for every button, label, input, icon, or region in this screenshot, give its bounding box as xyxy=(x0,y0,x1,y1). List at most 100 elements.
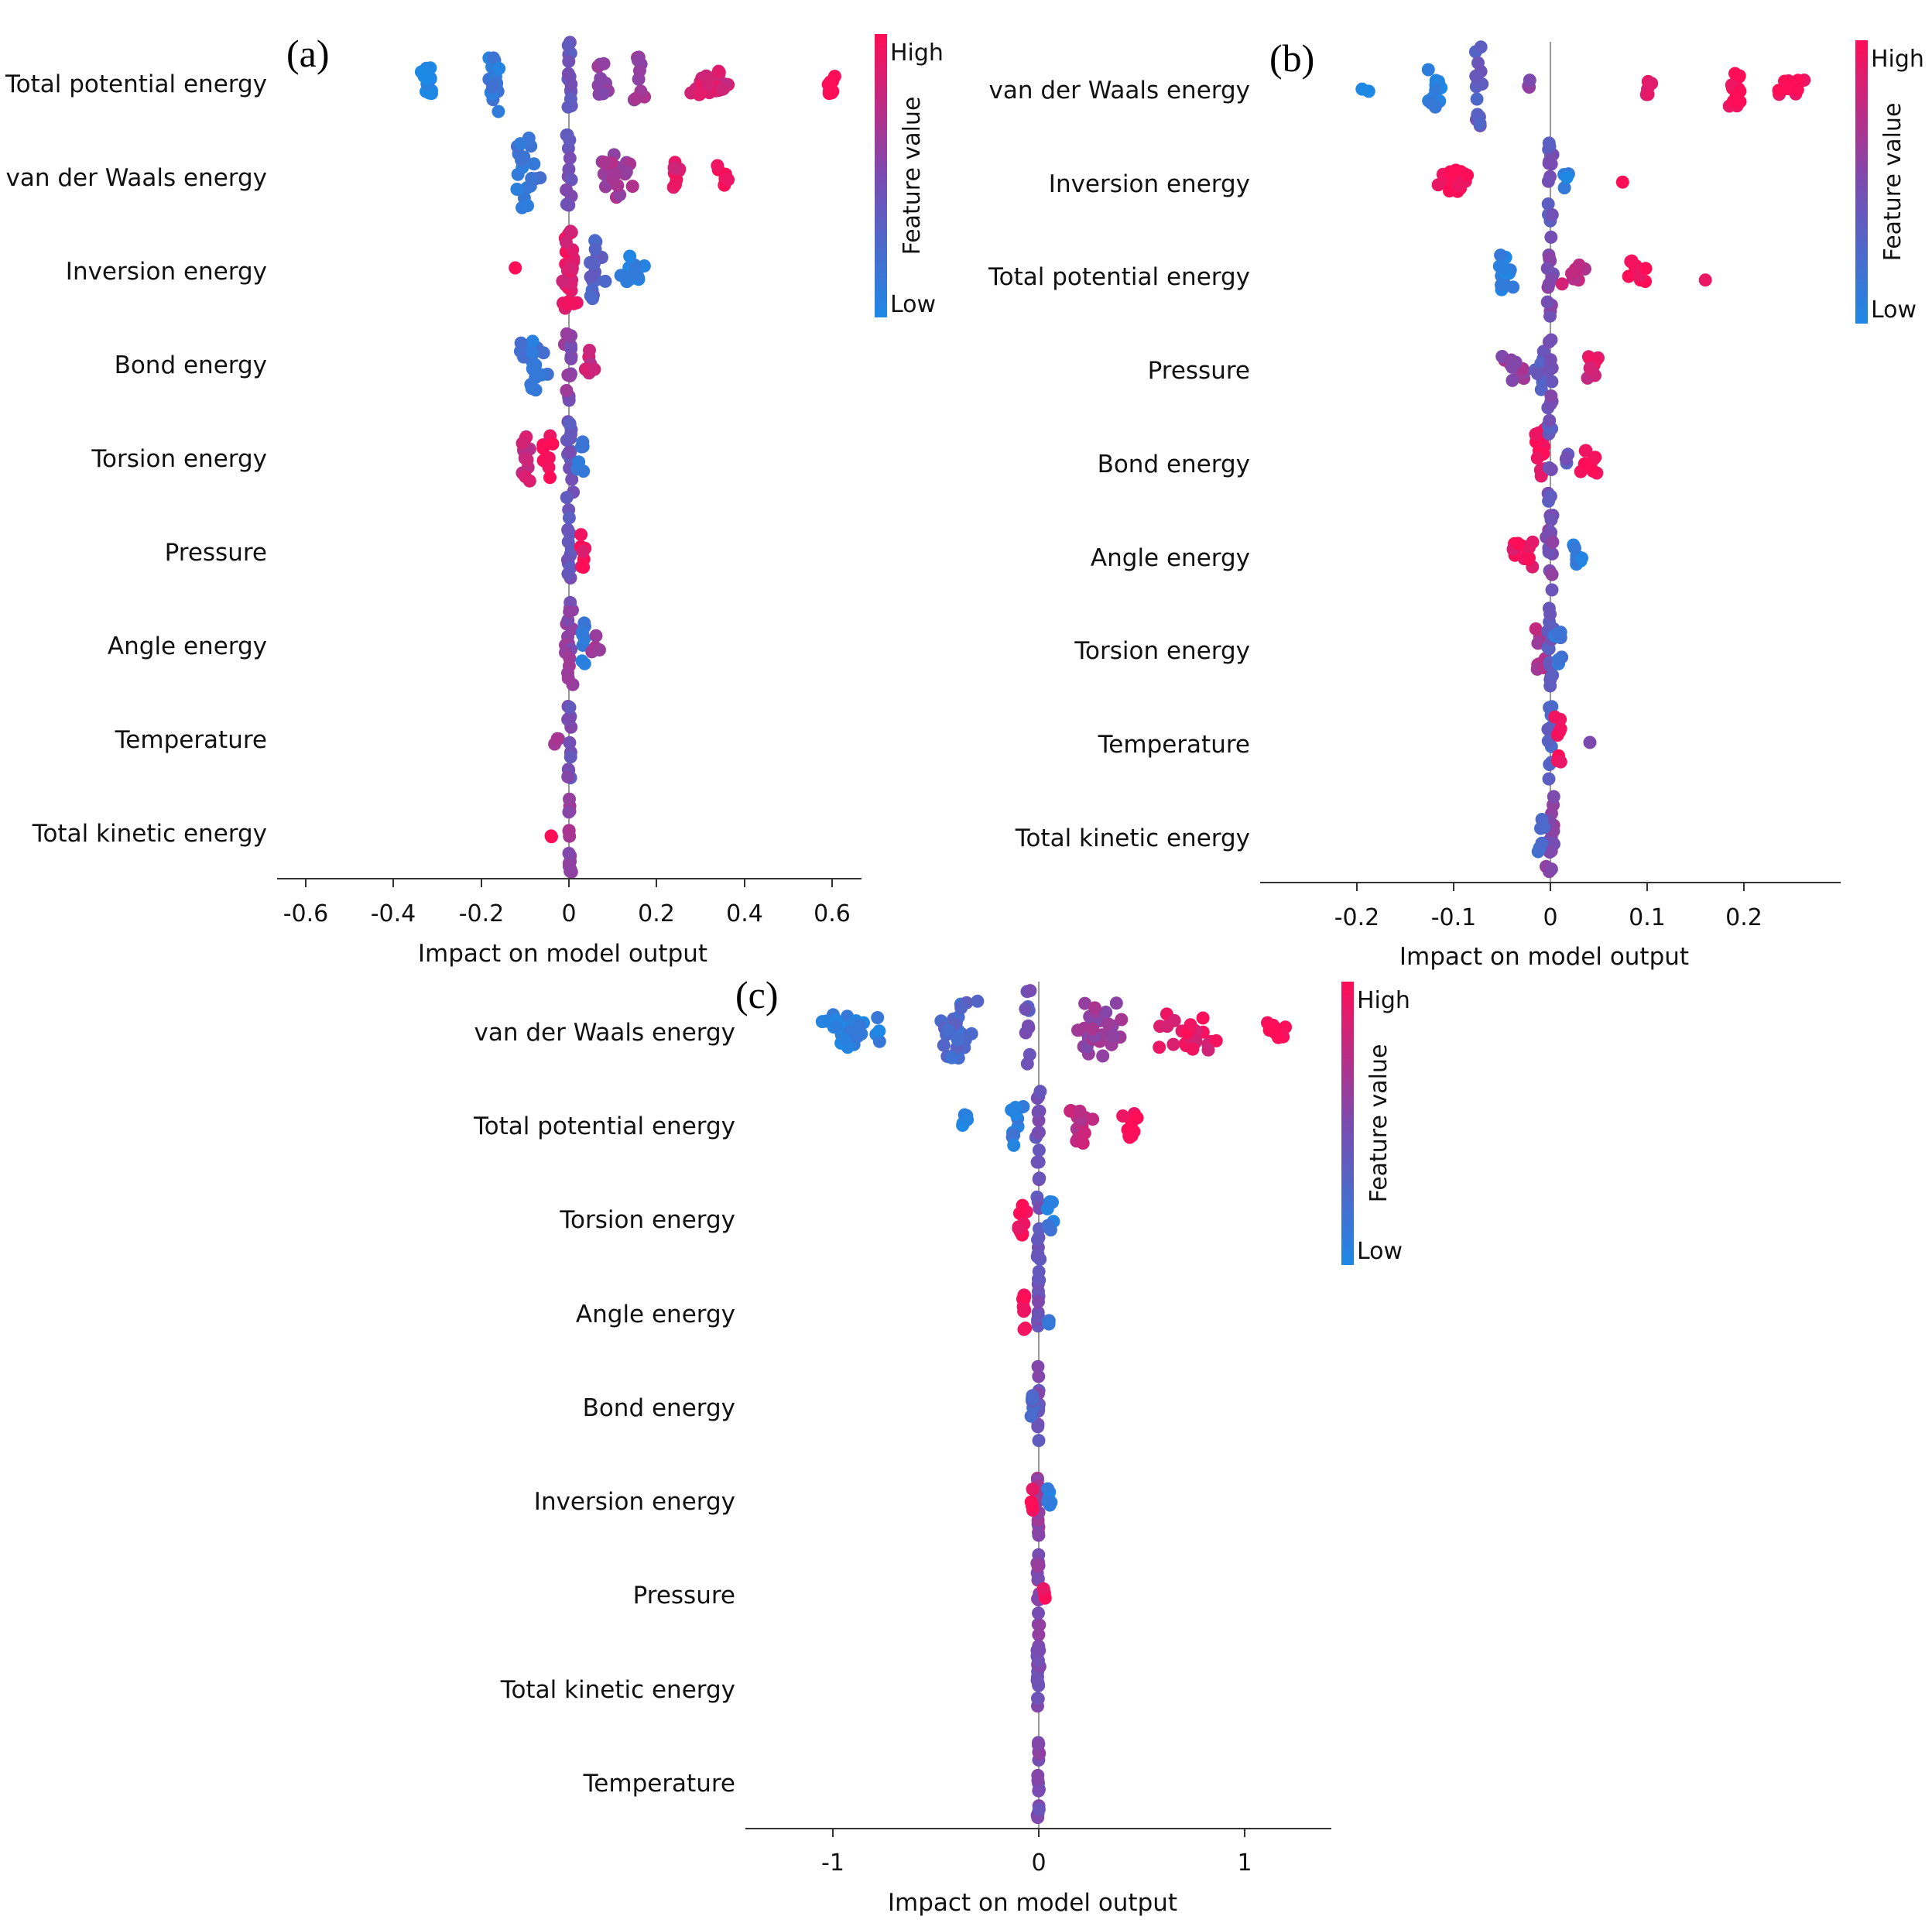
panel-c-dot xyxy=(1077,1126,1091,1140)
panel-b-feature-label: Angle energy xyxy=(1091,544,1250,572)
panel-a-dot xyxy=(560,434,574,447)
panel-c-dot xyxy=(1031,1272,1045,1286)
panel-b-dot xyxy=(1543,489,1557,503)
panel-c-dot xyxy=(1031,1559,1045,1573)
panel-a-dot xyxy=(564,750,577,764)
panel-a-dot xyxy=(564,77,578,91)
panel-c-dot xyxy=(1036,1582,1050,1596)
panel-c-dot xyxy=(872,1034,886,1048)
panel-a-dot xyxy=(668,161,682,175)
panel-a-dot xyxy=(563,151,577,165)
panel-a-dot xyxy=(514,336,528,350)
panel-a-feature-label: Bond energy xyxy=(115,351,267,379)
panel-a-tick-label: 0.2 xyxy=(638,900,675,927)
panel-c-dot xyxy=(1032,1309,1045,1323)
panel-b-dot xyxy=(1772,84,1786,98)
panel-b-dot xyxy=(1572,258,1586,272)
panel-a-dot xyxy=(542,451,556,465)
panel-a-feature-label: Torsion energy xyxy=(91,445,267,473)
panel-a-feature-labels: Total potential energy van der Waals ene… xyxy=(5,70,267,848)
panel-a-dot xyxy=(576,544,590,558)
panel-c-feature-label: Bond energy xyxy=(583,1394,735,1422)
panel-b-dot xyxy=(1615,175,1629,189)
panel-c-dot xyxy=(1031,1233,1044,1246)
panel-c-dot xyxy=(1032,1155,1046,1169)
panel-a-dot xyxy=(563,417,577,430)
panel-b-dot xyxy=(1495,278,1508,292)
panel-c-feature-label: Total potential energy xyxy=(473,1112,735,1140)
panel-a-dot xyxy=(563,133,577,147)
panel-a-dot xyxy=(561,671,575,685)
panel-b-dot xyxy=(1542,772,1556,786)
panel-a-dot xyxy=(562,54,576,68)
panel-a-dot xyxy=(562,846,576,860)
panel-b-tick-label: 0.2 xyxy=(1725,904,1762,931)
panel-b-label: (b) xyxy=(1269,36,1314,80)
panel-a-dot xyxy=(608,167,622,181)
panel-c-dot xyxy=(1269,1022,1283,1036)
panel-c-dot xyxy=(1032,1628,1046,1642)
panel-b-dot xyxy=(1470,92,1484,106)
panel-a-feature-label: Pressure xyxy=(165,539,267,567)
panel-b-dot xyxy=(1544,862,1558,876)
panel-a-dot xyxy=(563,605,577,619)
panel-b-dot xyxy=(1545,208,1559,221)
panel-a-dot xyxy=(628,266,642,280)
panel-c-dot xyxy=(941,1023,955,1037)
panel-a-dot xyxy=(701,77,715,91)
panel-a-dot xyxy=(423,61,437,75)
panel-b-dot xyxy=(1639,262,1653,276)
panel-b-dot xyxy=(1543,607,1557,621)
panel-a-dot xyxy=(587,362,601,376)
panel-a-dot xyxy=(619,165,633,179)
panel-c-dot xyxy=(1201,1043,1215,1057)
panel-a-tick-label: 0 xyxy=(561,900,576,927)
panel-c-dot xyxy=(1032,1434,1046,1448)
panel-c-dot xyxy=(1043,1195,1057,1208)
panel-b-dot xyxy=(1473,117,1487,131)
panel-c-dot xyxy=(1018,1303,1032,1317)
panel-c-colorbar-high: High xyxy=(1357,987,1410,1014)
panel-a-dot xyxy=(589,629,603,643)
panel-c-feature-label: Torsion energy xyxy=(559,1206,735,1234)
panel-b-colorbar-gradient xyxy=(1855,40,1868,324)
panel-b-feature-label: Bond energy xyxy=(1098,451,1250,478)
panel-a-feature-label: Inversion energy xyxy=(66,258,267,286)
panel-a-dot xyxy=(614,269,628,283)
panel-a-dot xyxy=(562,824,576,838)
panel-b-dot xyxy=(1545,375,1559,389)
panel-c-dot xyxy=(1196,1011,1210,1025)
panel-a-dot xyxy=(721,173,735,187)
panel-b-tick-label: -0.2 xyxy=(1334,904,1380,931)
panel-c-dot xyxy=(937,1038,951,1052)
panel-a-dot xyxy=(669,178,682,191)
panel-c-dot xyxy=(1076,1136,1090,1150)
panel-c-dot xyxy=(1116,1109,1130,1123)
panel-c-dot xyxy=(1007,1128,1021,1142)
panel-a-dot xyxy=(632,63,646,77)
panel-b-dot xyxy=(1523,74,1536,87)
panel-c-dot xyxy=(1031,1126,1045,1140)
panel-a-dot xyxy=(561,523,575,536)
panel-a-dot xyxy=(598,274,612,288)
panel-b-dot xyxy=(1534,382,1548,396)
panel-a-x-axis-label: Impact on model output xyxy=(418,940,707,968)
panel-b-dot xyxy=(1547,790,1560,804)
panel-a-dot xyxy=(564,864,577,878)
panel-a-dot xyxy=(420,73,433,87)
panel-b-feature-labels: van der Waals energy Inversion energy To… xyxy=(988,77,1250,852)
panel-a-dot xyxy=(711,159,724,173)
panel-a-dot xyxy=(560,327,574,341)
panel-c-dot xyxy=(1033,1618,1046,1632)
panel-b-dot xyxy=(1535,836,1549,850)
panel-c-dot xyxy=(1033,1171,1046,1185)
panel-c-feature-label: Temperature xyxy=(583,1770,735,1798)
panel-a-dot xyxy=(509,261,522,275)
panel-a-dot xyxy=(821,77,835,91)
panel-b-dot xyxy=(1421,63,1435,77)
panel-c-dot xyxy=(1017,1322,1031,1336)
panel-a-dot xyxy=(560,384,574,397)
panel-b-dot xyxy=(1542,364,1556,378)
panel-b-x-axis-label: Impact on model output xyxy=(1399,943,1689,971)
panel-b-dot xyxy=(1542,545,1556,559)
